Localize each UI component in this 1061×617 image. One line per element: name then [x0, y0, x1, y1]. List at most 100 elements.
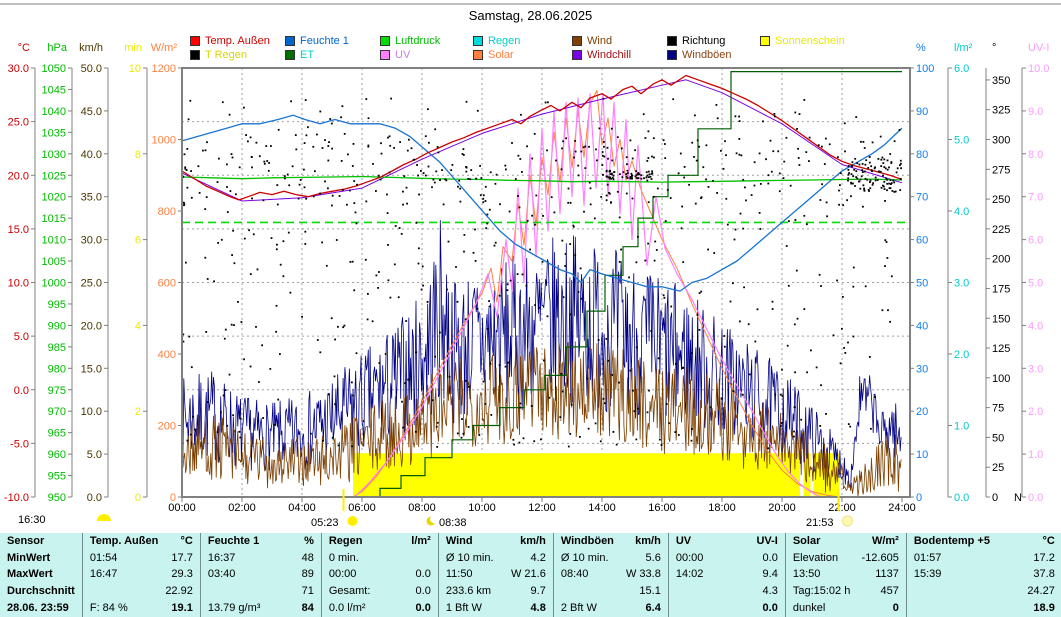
direction-dot: [399, 141, 401, 143]
direction-dot: [312, 195, 315, 198]
direction-dot: [879, 170, 882, 173]
direction-dot: [868, 356, 871, 358]
direction-dot: [723, 345, 726, 348]
axis-uv-tick-label: 3.0: [1028, 363, 1043, 375]
series-wind: [181, 341, 902, 497]
axis-rain: l/m² 6.0 5.0 4.0 3.0 2.0 1.0 0.0: [947, 42, 973, 504]
direction-dot: [602, 174, 604, 176]
direction-dot: [631, 197, 634, 200]
direction-dot: [464, 379, 467, 382]
direction-dot: [803, 99, 806, 101]
table-column-uv: UV UV-I 00:00 0.0 14:02 9.4 4.3 0.0: [669, 533, 786, 617]
cell-value: 5.6: [645, 551, 661, 564]
direction-dot: [780, 422, 783, 424]
direction-dot: [490, 414, 493, 416]
direction-dot: [771, 308, 774, 310]
direction-dot: [564, 265, 567, 267]
direction-dot: [729, 300, 732, 303]
direction-dot: [439, 179, 441, 181]
cell-label: 00:00: [675, 551, 704, 564]
direction-dot: [480, 177, 483, 179]
direction-dot: [860, 175, 863, 178]
direction-dot: [509, 279, 512, 282]
direction-dot: [843, 122, 846, 125]
direction-dot: [484, 200, 487, 202]
direction-dot: [726, 223, 729, 226]
direction-dot: [631, 177, 633, 180]
direction-dot: [871, 141, 874, 144]
direction-dot: [754, 340, 757, 343]
direction-dot: [267, 169, 270, 172]
direction-dot: [734, 228, 737, 231]
axis-direction-tick-label: 0: [992, 492, 998, 504]
direction-dot: [434, 355, 436, 358]
table-column-wind: Wind km/h Ø 10 min. 4.2 11:50 W 21.6 233.6 km 9…: [439, 533, 554, 617]
direction-dot: [698, 292, 701, 294]
direction-dot: [785, 245, 788, 247]
direction-dot: [182, 340, 185, 343]
direction-dot: [839, 172, 842, 175]
direction-dot: [862, 184, 865, 187]
x-tick-label: 18:00: [708, 502, 736, 514]
direction-dot: [781, 395, 784, 397]
axis-direction-north-label: N: [1014, 492, 1022, 504]
direction-dot: [484, 403, 487, 405]
direction-dot: [629, 369, 632, 372]
direction-dot: [465, 166, 467, 168]
table-row: Tag:15:02 h 457: [786, 583, 906, 600]
axis-humidity-tick-label: 60: [916, 235, 928, 247]
legend-swatch-icon: [473, 50, 483, 60]
direction-dot: [611, 374, 614, 376]
direction-dot: [642, 113, 645, 116]
direction-dot: [858, 180, 861, 183]
direction-dot: [356, 183, 358, 186]
direction-dot: [275, 330, 277, 333]
direction-dot: [900, 162, 902, 165]
direction-dot: [838, 189, 840, 192]
direction-dot: [808, 160, 810, 162]
axis-rain-unit: l/m²: [954, 42, 973, 54]
direction-dot: [237, 301, 239, 303]
axis-pressure-tick-label: 955: [48, 471, 66, 483]
direction-dot: [276, 243, 278, 246]
direction-dot: [437, 151, 440, 154]
axis-wind-unit: km/h: [79, 42, 103, 54]
legend-swatch-icon: [667, 36, 677, 46]
axis-pressure-tick-label: 990: [48, 320, 66, 332]
direction-dot: [871, 183, 874, 186]
axis-pressure-tick-label: 980: [48, 363, 66, 375]
direction-dot: [646, 411, 649, 414]
direction-dot: [543, 359, 545, 362]
direction-dot: [743, 286, 745, 289]
direction-dot: [742, 227, 745, 230]
direction-dot: [522, 437, 525, 440]
axis-pressure-unit: hPa: [47, 42, 67, 54]
cell-value: 89: [301, 568, 314, 581]
axis-temp-tick-label: 5.0: [14, 331, 29, 343]
direction-dot: [825, 201, 828, 204]
direction-dot: [386, 193, 388, 196]
direction-dot: [567, 201, 570, 204]
direction-dot: [847, 173, 850, 176]
direction-dot: [542, 215, 544, 217]
direction-dot: [798, 113, 801, 115]
direction-dot: [605, 170, 608, 173]
cell-label: 03:40: [207, 568, 236, 581]
direction-dot: [401, 400, 403, 403]
direction-dot: [205, 196, 208, 198]
legend-label: Richtung: [682, 35, 726, 47]
direction-dot: [874, 166, 876, 169]
direction-dot: [406, 149, 409, 152]
direction-dot: [476, 109, 479, 112]
direction-dot: [337, 325, 339, 328]
direction-dot: [637, 172, 640, 174]
direction-dot: [324, 139, 326, 141]
direction-dot: [818, 273, 821, 276]
axis-pressure-tick-label: 1035: [42, 127, 66, 139]
direction-dot: [635, 174, 638, 176]
direction-dot: [279, 263, 282, 266]
direction-dot: [354, 211, 357, 214]
cell-label: dunkel: [792, 602, 826, 615]
direction-dot: [463, 234, 466, 236]
cell-label: 08:40: [560, 568, 589, 581]
